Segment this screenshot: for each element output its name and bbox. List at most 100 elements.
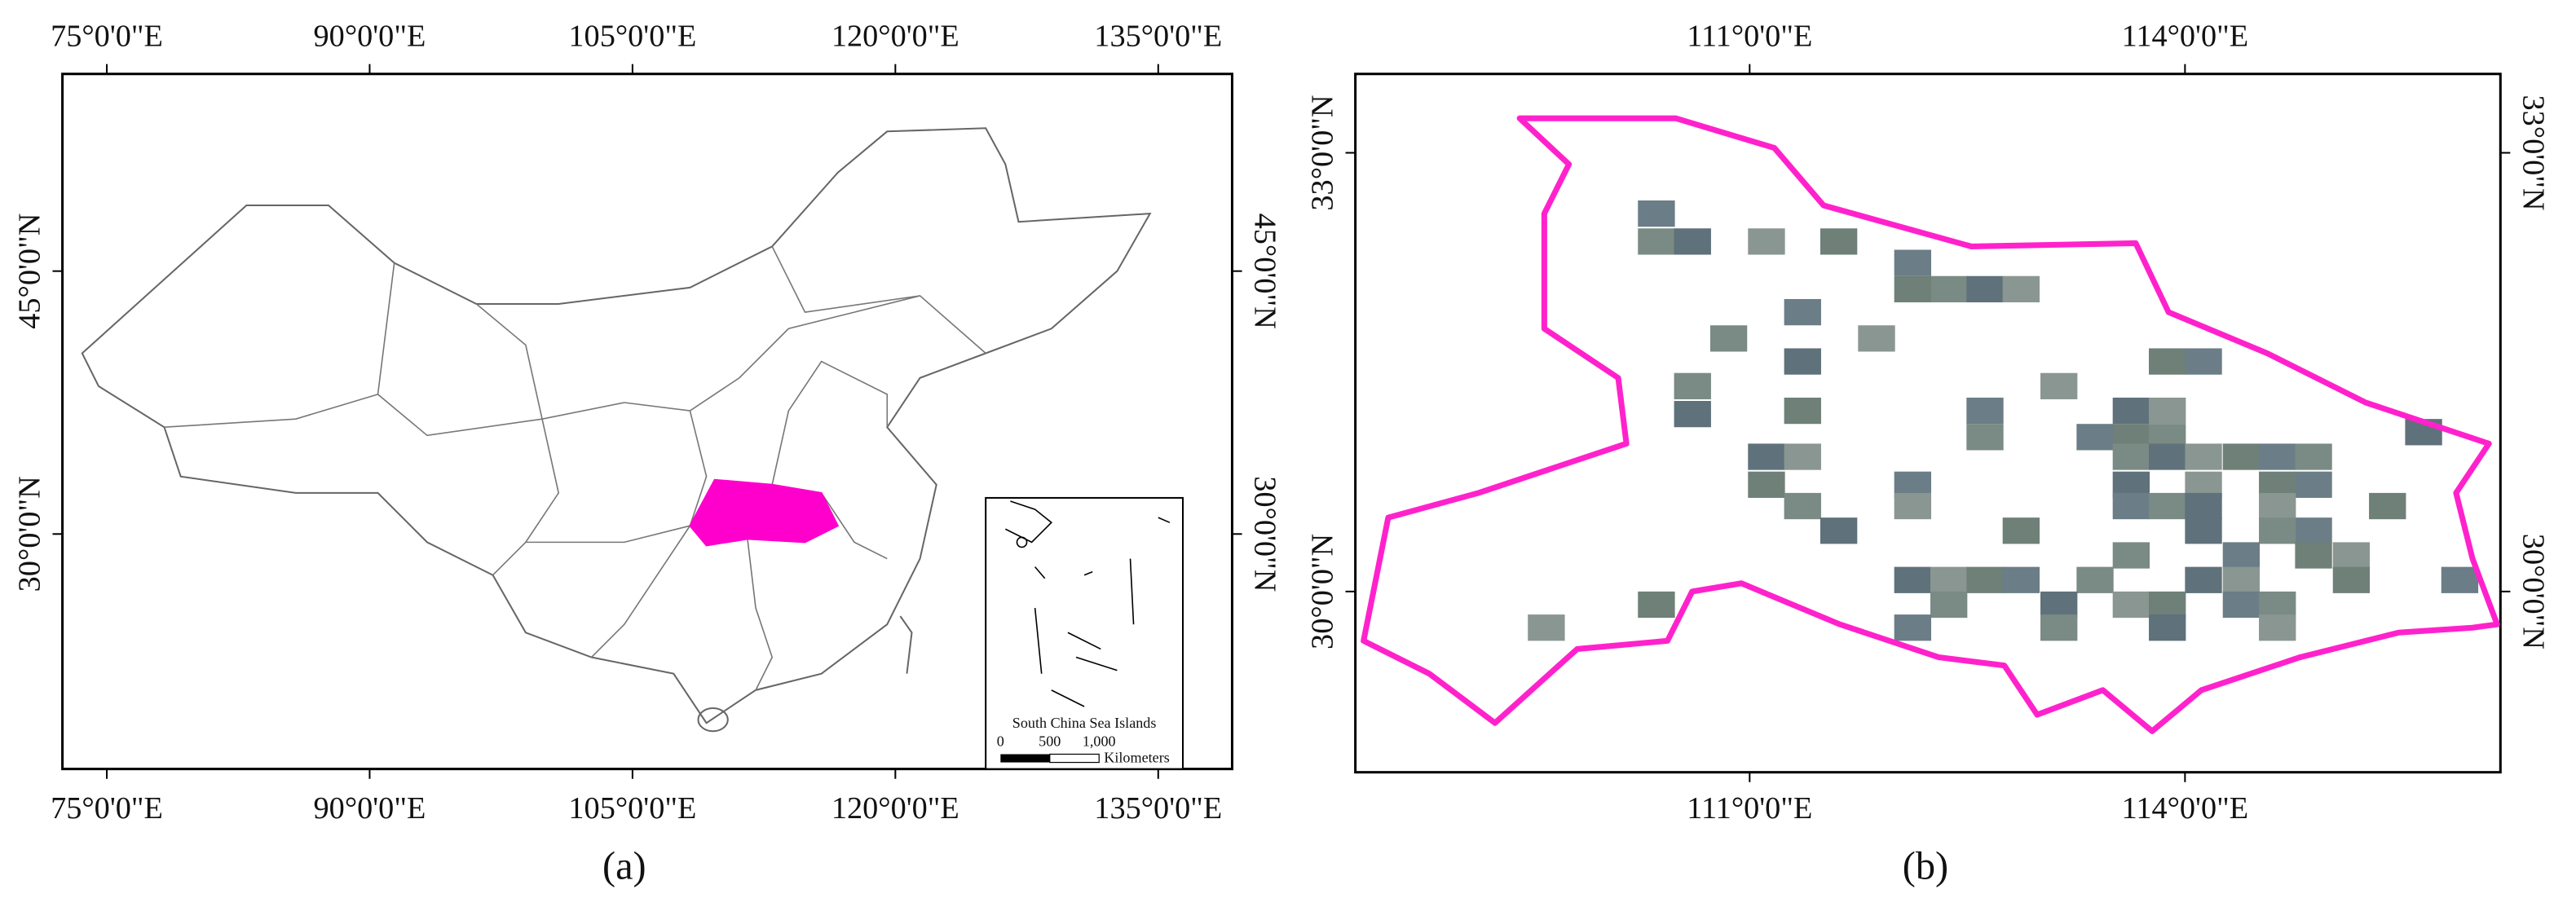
caption: (b)	[1903, 845, 1948, 888]
image-tile	[2222, 591, 2261, 619]
image-tile	[1784, 298, 1821, 326]
inset-frame	[985, 496, 1184, 770]
y-tick-label: 30°0'0"N	[2516, 534, 2551, 649]
image-tile	[2295, 443, 2332, 470]
scale-unit: Kilometers	[1104, 750, 1170, 766]
image-tile	[2185, 443, 2222, 470]
image-tile	[1709, 325, 1748, 352]
image-tile	[1966, 566, 2004, 593]
image-tile	[2259, 443, 2296, 470]
image-tile	[2185, 517, 2222, 544]
y-tick-label: 30°0'0"N	[1248, 476, 1282, 592]
image-tile	[2149, 492, 2186, 520]
panel-b: (b) 111°0'0"E 111°0'0"E 114°0'0"E 114°0'0"E…	[1305, 19, 2550, 887]
image-tile	[2149, 443, 2186, 470]
image-tile	[2295, 471, 2332, 498]
image-tile	[1638, 228, 1675, 255]
image-tile	[2112, 542, 2150, 569]
x-tick-label: 120°0'0"E	[831, 19, 959, 53]
image-tile	[2002, 566, 2040, 593]
image-tile	[2040, 591, 2078, 619]
x-tick-label: 120°0'0"E	[831, 791, 959, 826]
image-tile	[2040, 372, 2078, 399]
x-tick-label: 75°0'0"E	[51, 791, 163, 826]
x-tick-label: 135°0'0"E	[1094, 19, 1222, 53]
y-tick-label: 33°0'0"N	[2516, 95, 2551, 210]
image-tile	[2259, 492, 2296, 520]
hubei-boundary	[1361, 115, 2500, 734]
panel-a: South China Sea Islands 0 500 1,000 Kilo…	[12, 19, 1281, 887]
image-tile	[1894, 614, 1931, 641]
image-tile	[2222, 443, 2261, 470]
image-tile	[2295, 542, 2332, 569]
image-tile	[1966, 275, 2004, 302]
image-tile	[1894, 492, 1931, 520]
y-tick-label: 30°0'0"N	[1305, 534, 1339, 649]
image-tile	[1930, 591, 1968, 619]
image-tile	[2002, 517, 2040, 544]
image-tile	[2076, 424, 2114, 451]
scale-label: 0	[997, 733, 1004, 749]
image-tile	[2149, 397, 2186, 425]
x-tick-label: 111°0'0"E	[1687, 791, 1812, 826]
image-tile	[1966, 397, 2004, 425]
image-tile	[2112, 397, 2150, 425]
province-lines	[164, 246, 986, 691]
scale-bar	[1000, 754, 1050, 763]
image-tile	[2259, 517, 2296, 544]
image-tile	[1748, 471, 1785, 498]
scale-label: 500	[1039, 733, 1061, 749]
scale-bar	[1049, 753, 1100, 764]
image-tile	[1784, 397, 1821, 425]
x-tick-label: 114°0'0"E	[2122, 19, 2249, 53]
image-tile	[2149, 591, 2186, 619]
x-tick-label: 111°0'0"E	[1687, 19, 1812, 53]
image-tile	[2002, 275, 2040, 302]
scale-label: 1,000	[1083, 733, 1116, 749]
image-tile	[1674, 372, 1711, 399]
image-tile	[2222, 542, 2261, 569]
image-tile	[1748, 228, 1785, 255]
image-tile	[2149, 614, 2186, 641]
image-tile	[1820, 517, 1858, 544]
image-tiles	[1528, 200, 2479, 641]
y-tick-label: 45°0'0"N	[1248, 214, 1282, 329]
x-tick-label: 75°0'0"E	[51, 19, 163, 53]
image-tile	[1820, 228, 1858, 255]
image-tile	[2185, 492, 2222, 520]
x-tick-label: 105°0'0"E	[568, 791, 696, 826]
x-tick-label: 90°0'0"E	[314, 791, 426, 826]
image-tile	[2185, 566, 2222, 593]
map-frame	[1354, 73, 2502, 774]
image-tile	[2112, 443, 2150, 470]
inset-title: South China Sea Islands	[1012, 715, 1157, 731]
image-tile	[2332, 542, 2371, 569]
island	[697, 707, 729, 733]
image-tile	[2259, 614, 2296, 641]
image-tile	[1748, 443, 1785, 470]
image-tile	[1528, 614, 1565, 641]
image-tile	[2259, 591, 2296, 619]
image-tile	[2149, 348, 2186, 375]
image-tile	[1894, 275, 1931, 302]
image-tile	[1858, 325, 1895, 352]
image-tile	[1674, 228, 1711, 255]
x-tick-label: 114°0'0"E	[2122, 791, 2249, 826]
x-tick-label: 90°0'0"E	[314, 19, 426, 53]
image-tile	[1784, 348, 1821, 375]
image-tile	[1638, 200, 1675, 227]
image-tile	[1966, 424, 2004, 451]
y-tick-label: 33°0'0"N	[1305, 95, 1339, 210]
image-tile	[2040, 614, 2078, 641]
image-tile	[1638, 591, 1675, 619]
image-tile	[2441, 566, 2479, 593]
china-outline	[81, 127, 1152, 724]
image-tile	[2112, 591, 2150, 619]
image-tile	[1674, 400, 1711, 428]
image-tile	[1894, 249, 1931, 276]
image-tile	[2185, 348, 2222, 375]
image-tile	[2222, 566, 2261, 593]
caption: (a)	[602, 845, 646, 888]
y-tick-label: 45°0'0"N	[12, 214, 46, 329]
